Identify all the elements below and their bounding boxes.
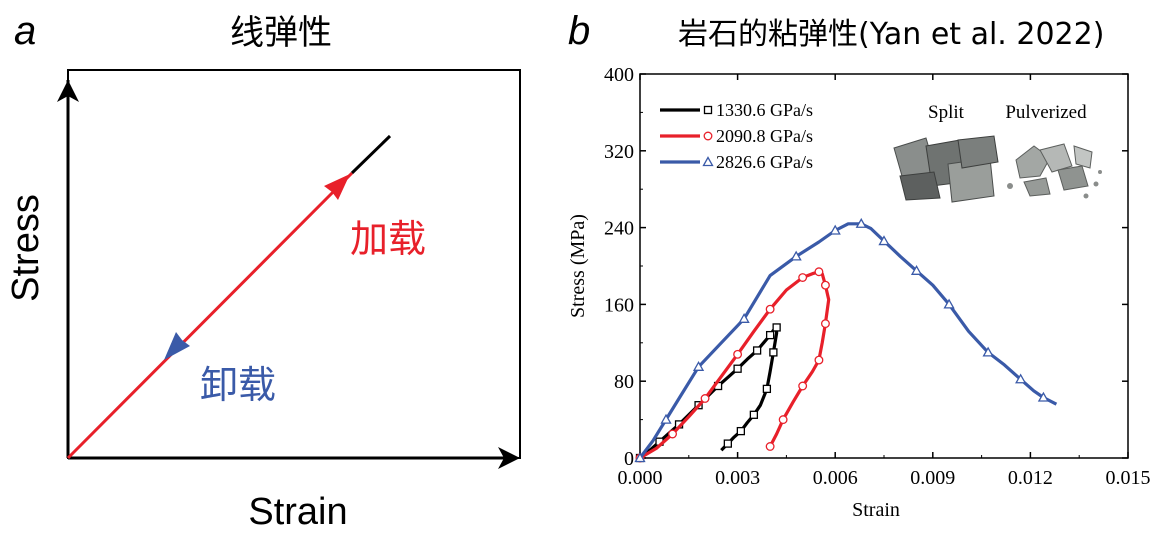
data-point bbox=[702, 156, 714, 167]
panel-b-letter: b bbox=[568, 9, 590, 53]
data-point bbox=[703, 131, 713, 141]
data-point bbox=[749, 410, 759, 419]
data-point bbox=[778, 415, 788, 425]
panel-b-title: 岩石的粘弹性(Yan et al. 2022) bbox=[678, 17, 1104, 52]
photo-label-split: Split bbox=[928, 102, 965, 123]
data-point bbox=[798, 381, 808, 391]
data-point bbox=[1015, 373, 1027, 384]
data-point bbox=[798, 273, 808, 282]
data-point bbox=[790, 250, 802, 261]
x-tick-label: 0.000 bbox=[618, 467, 663, 489]
legend-label: 2826.6 GPa/s bbox=[716, 152, 813, 172]
panel-a-x-arrow bbox=[498, 447, 520, 469]
split-rock-photo bbox=[890, 130, 999, 206]
photo-label-pulverized: Pulverized bbox=[1005, 102, 1087, 123]
data-point bbox=[736, 426, 746, 436]
data-point bbox=[700, 394, 710, 403]
data-point bbox=[660, 413, 672, 424]
panel-b-legend: 1330.6 GPa/s 2090.8 GPa/s 2826.6 GPa/s bbox=[660, 100, 813, 172]
panel-a-frame bbox=[67, 69, 521, 459]
data-point bbox=[733, 349, 743, 359]
data-point bbox=[765, 442, 775, 451]
y-tick-label: 320 bbox=[604, 141, 634, 163]
x-tick-label: 0.009 bbox=[910, 467, 955, 489]
panel-b: b 岩石的粘弹性(Yan et al. 2022) 0 80 160 240 320 40… bbox=[567, 9, 1151, 521]
y-tick-label: 240 bbox=[604, 218, 634, 240]
data-point bbox=[829, 224, 841, 235]
panel-a-title: 线弹性 bbox=[230, 13, 332, 53]
data-point bbox=[752, 346, 762, 355]
data-point bbox=[855, 217, 867, 228]
panel-a-elastic-line-red bbox=[66, 171, 354, 460]
data-point bbox=[634, 452, 646, 463]
data-point bbox=[982, 346, 994, 357]
panel-b-plot-frame bbox=[639, 73, 1129, 459]
series-circle bbox=[635, 267, 831, 463]
y-tick-label: 400 bbox=[604, 64, 634, 86]
panel-b-series bbox=[634, 217, 1058, 463]
data-point bbox=[733, 364, 742, 373]
panel-a-ylabel: Stress bbox=[5, 194, 47, 302]
data-point bbox=[820, 280, 830, 290]
data-point bbox=[762, 384, 772, 394]
data-point bbox=[769, 348, 778, 357]
panel-a: a 线弹性 加载 卸载 Strain Stress bbox=[5, 9, 521, 533]
panel-a-xlabel: Strain bbox=[248, 491, 347, 533]
data-point bbox=[943, 298, 955, 309]
data-point bbox=[820, 319, 830, 329]
y-tick-label: 160 bbox=[604, 294, 634, 316]
data-point bbox=[723, 439, 732, 448]
panel-a-load-arrowhead bbox=[324, 174, 350, 200]
data-point bbox=[703, 105, 713, 115]
pulverized-rock-photo bbox=[1004, 132, 1108, 204]
panel-b-ylabel: Stress (MPa) bbox=[567, 214, 589, 318]
panel-a-unload-arrowhead bbox=[164, 332, 190, 360]
data-point bbox=[878, 235, 890, 246]
data-point bbox=[668, 429, 677, 439]
series-triangle bbox=[634, 217, 1058, 463]
y-tick-label: 0 bbox=[624, 448, 634, 470]
panel-b-xlabel: Strain bbox=[852, 499, 900, 521]
data-point bbox=[738, 312, 750, 323]
series-line bbox=[638, 222, 1058, 459]
panel-a-elastic-line-black bbox=[350, 134, 392, 175]
x-tick-label: 0.003 bbox=[715, 467, 760, 489]
legend-label: 2090.8 GPa/s bbox=[716, 126, 813, 146]
panel-a-y-arrow bbox=[57, 80, 79, 102]
panel-a-load-label: 加载 bbox=[350, 217, 426, 261]
panel-b-y-ticks: 0 80 160 240 320 400 bbox=[604, 64, 1128, 470]
legend-label: 1330.6 GPa/s bbox=[716, 100, 813, 120]
x-tick-label: 0.015 bbox=[1106, 467, 1151, 489]
data-point bbox=[765, 330, 775, 340]
data-point bbox=[814, 267, 824, 277]
data-point bbox=[772, 323, 781, 332]
panel-a-unload-label: 卸载 bbox=[200, 363, 276, 407]
x-tick-label: 0.012 bbox=[1008, 467, 1053, 489]
data-point bbox=[1037, 391, 1050, 402]
data-point bbox=[910, 264, 923, 275]
data-point bbox=[765, 304, 775, 314]
y-tick-label: 80 bbox=[614, 371, 634, 393]
data-point bbox=[692, 360, 705, 371]
x-tick-label: 0.006 bbox=[813, 467, 858, 489]
data-point bbox=[814, 355, 824, 365]
panel-a-letter: a bbox=[14, 9, 36, 53]
